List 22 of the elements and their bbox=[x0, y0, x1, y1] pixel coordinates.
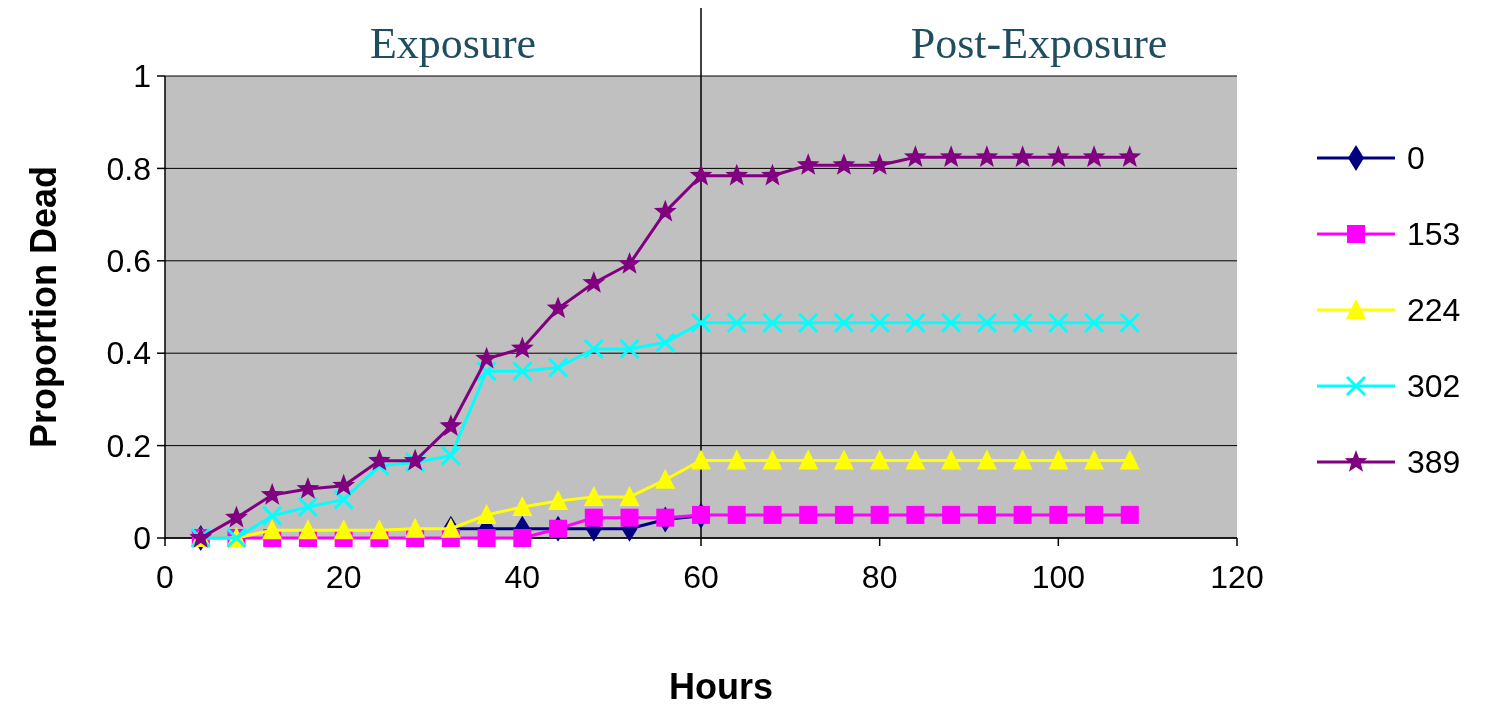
y-tick-label: 0.4 bbox=[106, 335, 151, 372]
x-tick-label: 60 bbox=[683, 559, 719, 595]
legend-label: 224 bbox=[1407, 292, 1461, 329]
x-tick-label: 80 bbox=[861, 559, 898, 595]
legend-label: 302 bbox=[1407, 368, 1461, 405]
text: Post-Exposure bbox=[910, 19, 1168, 68]
x-tick-label: 0 bbox=[156, 559, 174, 595]
y-axis-title: Proportion Dead bbox=[23, 165, 64, 449]
legend-label: 153 bbox=[1407, 216, 1461, 253]
y-tick-label: 1 bbox=[133, 58, 151, 95]
y-tick-label: 0 bbox=[133, 520, 151, 557]
x-tick-label: 100 bbox=[1031, 559, 1086, 595]
x-tick-label: 20 bbox=[325, 559, 362, 595]
legend-label: 0 bbox=[1407, 140, 1425, 177]
x-axis-title: Hours bbox=[668, 666, 774, 707]
x-tick-label: 40 bbox=[504, 559, 541, 595]
y-tick-label: 0.2 bbox=[106, 427, 151, 464]
text: Exposure bbox=[369, 19, 537, 68]
legend-label: 389 bbox=[1407, 444, 1461, 481]
y-tick-label: 0.6 bbox=[106, 243, 151, 279]
y-tick-label: 0.8 bbox=[106, 150, 151, 187]
x-tick-label: 120 bbox=[1210, 559, 1264, 595]
